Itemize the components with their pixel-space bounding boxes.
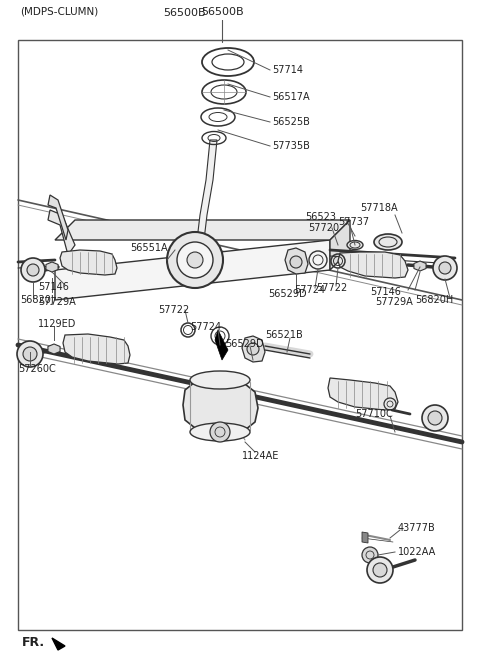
Circle shape [384,398,396,410]
Polygon shape [338,252,408,278]
Circle shape [373,563,387,577]
Polygon shape [285,248,308,274]
Polygon shape [60,250,117,275]
Circle shape [187,252,203,268]
Text: 57724: 57724 [190,322,221,332]
Polygon shape [183,380,258,432]
Bar [18,40,462,630]
Circle shape [210,422,230,442]
Polygon shape [52,638,65,650]
Text: 43777B: 43777B [398,523,436,533]
Text: 56529D: 56529D [225,339,264,349]
Text: 1124AE: 1124AE [242,451,279,461]
Text: 56523: 56523 [305,212,336,222]
Polygon shape [46,262,58,272]
Polygon shape [362,532,368,543]
Polygon shape [242,336,265,362]
Circle shape [167,232,223,288]
Text: (MDPS-CLUMN): (MDPS-CLUMN) [20,7,98,17]
Ellipse shape [190,371,250,389]
Text: 57720: 57720 [308,223,339,233]
Text: 57260C: 57260C [18,364,56,374]
Text: 56525B: 56525B [272,117,310,127]
Polygon shape [215,330,228,360]
Circle shape [247,343,259,355]
Circle shape [422,405,448,431]
Polygon shape [48,195,68,240]
Text: 56820J: 56820J [20,295,54,305]
Text: 57722: 57722 [316,283,347,293]
Ellipse shape [190,423,250,441]
Text: 57724: 57724 [294,285,325,295]
Text: 56521B: 56521B [265,330,303,340]
Circle shape [21,258,45,282]
Circle shape [362,547,378,563]
Circle shape [23,347,37,361]
Polygon shape [48,344,60,354]
Text: 57718A: 57718A [360,203,397,213]
Text: 57735B: 57735B [272,141,310,151]
Ellipse shape [347,240,363,249]
Text: 57146: 57146 [370,287,401,297]
Polygon shape [48,210,75,255]
Text: 56500B: 56500B [164,8,206,18]
Text: 56820H: 56820H [415,295,453,305]
Text: 57714: 57714 [272,65,303,75]
Text: 57722: 57722 [158,305,189,315]
Polygon shape [414,261,426,271]
Text: 56500B: 56500B [201,7,243,17]
Polygon shape [55,220,350,240]
Text: 57710C: 57710C [355,409,393,419]
Circle shape [367,557,393,583]
Circle shape [428,411,442,425]
Polygon shape [328,378,398,410]
Circle shape [177,242,213,278]
Circle shape [27,264,39,276]
Text: 57729A: 57729A [375,297,413,307]
Circle shape [17,341,43,367]
Polygon shape [55,240,330,300]
Text: 57729A: 57729A [38,297,76,307]
Text: FR.: FR. [22,636,45,649]
Text: 56551A: 56551A [130,243,168,253]
Polygon shape [63,334,130,364]
Circle shape [290,256,302,268]
Text: 1022AA: 1022AA [398,547,436,557]
Text: 56529D: 56529D [268,289,307,299]
Text: 1129ED: 1129ED [38,319,76,329]
Polygon shape [330,220,350,270]
Circle shape [433,256,457,280]
Circle shape [439,262,451,274]
Ellipse shape [374,234,402,250]
Text: 57146: 57146 [38,282,69,292]
Text: 57737: 57737 [338,217,369,227]
Polygon shape [197,140,217,240]
Text: 56517A: 56517A [272,92,310,102]
